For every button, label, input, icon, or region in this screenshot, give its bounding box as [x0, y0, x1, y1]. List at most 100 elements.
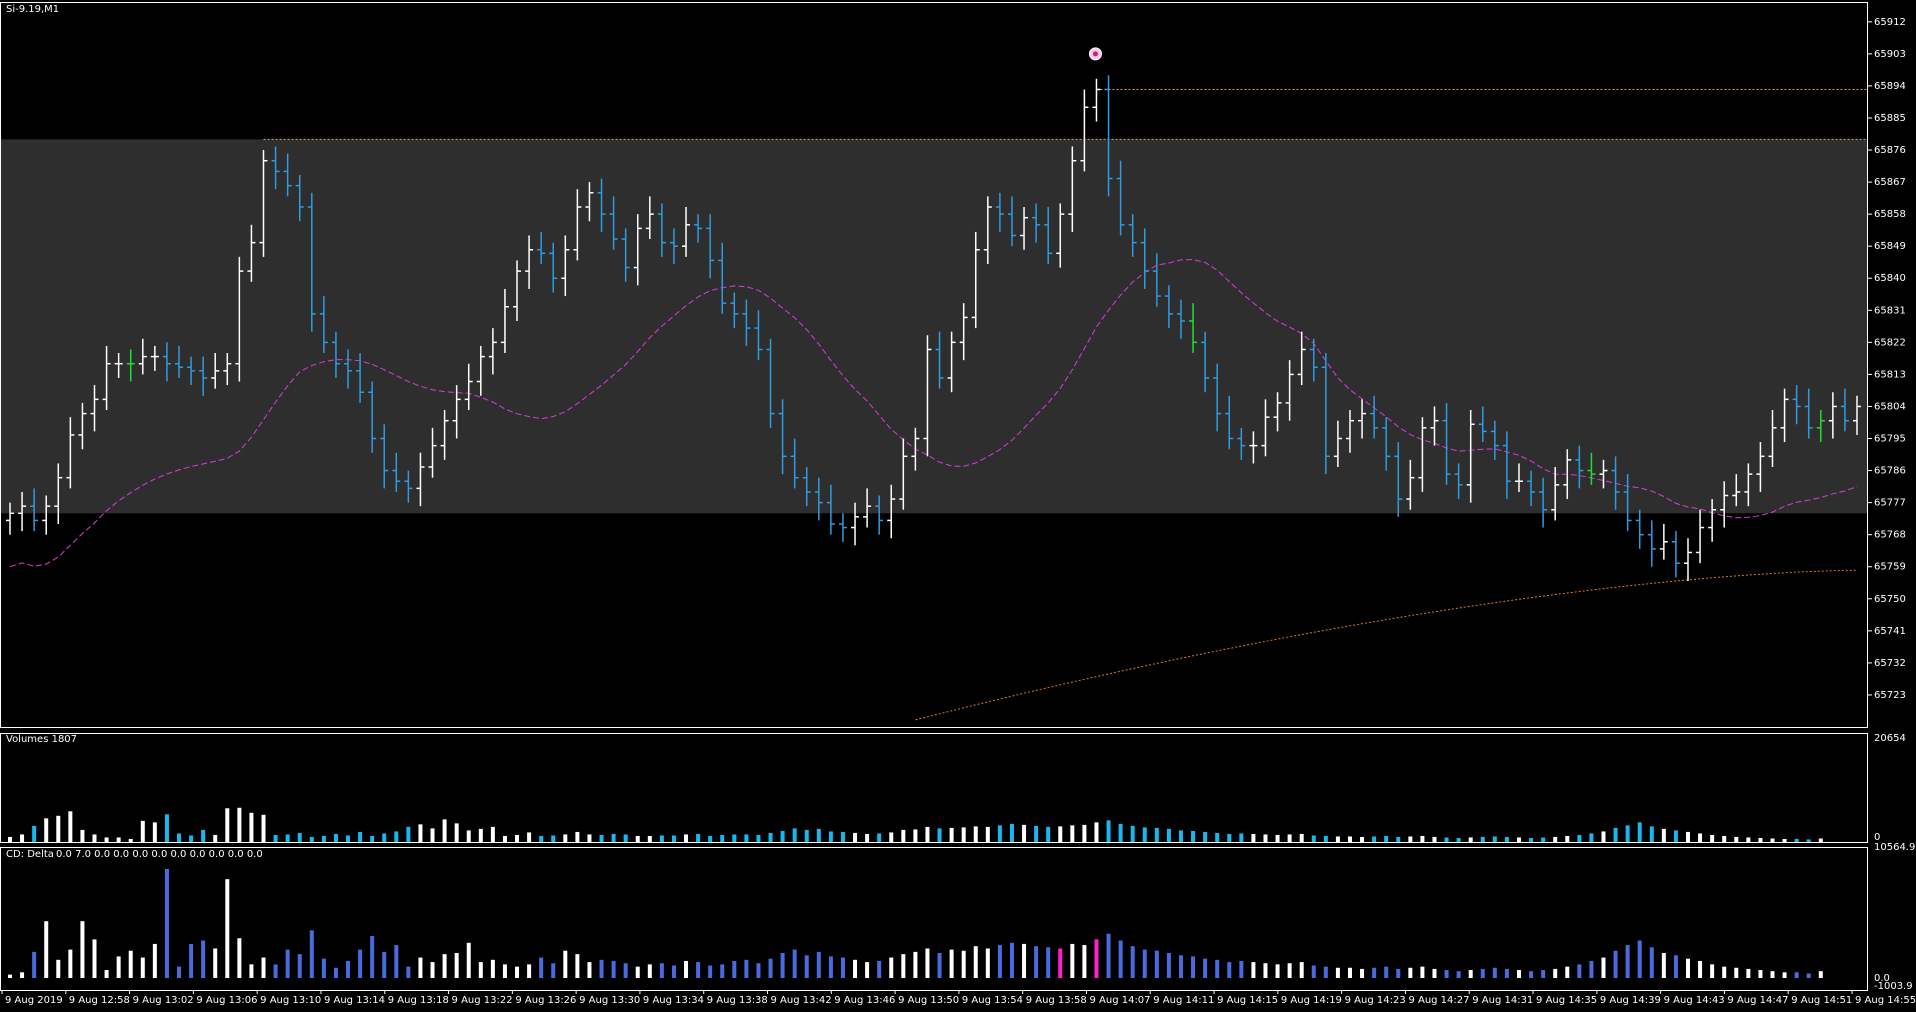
ohlc-bar[interactable]: [742, 299, 751, 346]
ohlc-bar[interactable]: [802, 467, 811, 507]
ohlc-bar[interactable]: [1394, 442, 1403, 517]
ohlc-bar[interactable]: [730, 292, 739, 329]
ohlc-bar[interactable]: [899, 438, 908, 510]
ohlc-bar[interactable]: [1370, 395, 1379, 439]
ohlc-bar[interactable]: [1623, 474, 1632, 532]
ohlc-bar[interactable]: [1225, 395, 1234, 450]
ohlc-bar[interactable]: [235, 256, 244, 382]
ohlc-bar[interactable]: [1176, 299, 1185, 339]
ohlc-bar[interactable]: [1804, 388, 1813, 439]
ohlc-bar[interactable]: [1092, 78, 1101, 122]
ohlc-bar[interactable]: [271, 146, 280, 190]
ohlc-bar[interactable]: [887, 484, 896, 539]
ohlc-bar[interactable]: [1840, 388, 1849, 432]
ohlc-bar[interactable]: [561, 235, 570, 297]
ohlc-bar[interactable]: [66, 417, 75, 489]
ohlc-bar[interactable]: [585, 182, 594, 222]
ohlc-bar[interactable]: [476, 345, 485, 396]
ohlc-bar[interactable]: [259, 150, 268, 257]
ohlc-bar[interactable]: [392, 452, 401, 492]
ohlc-bar[interactable]: [682, 207, 691, 257]
ohlc-bar[interactable]: [1128, 214, 1137, 257]
ohlc-bar[interactable]: [1454, 463, 1463, 500]
ohlc-bar[interactable]: [1744, 463, 1753, 507]
ohlc-bar[interactable]: [1418, 417, 1427, 492]
price-axis[interactable]: 65723 65732 65741 65750 65759 65768 65777 65786…: [1868, 17, 1915, 992]
ohlc-bar[interactable]: [199, 356, 208, 396]
ohlc-bar[interactable]: [875, 495, 884, 535]
ohlc-bar[interactable]: [150, 345, 159, 371]
ohlc-bar[interactable]: [1382, 417, 1391, 471]
ohlc-bar[interactable]: [573, 189, 582, 261]
ohlc-bar[interactable]: [525, 235, 534, 289]
ohlc-bar[interactable]: [754, 310, 763, 361]
ohlc-bar[interactable]: [1599, 459, 1608, 489]
ohlc-bar[interactable]: [1539, 477, 1548, 528]
ohlc-bar[interactable]: [1044, 207, 1053, 264]
ohlc-bar[interactable]: [1828, 392, 1837, 439]
ohlc-bar[interactable]: [706, 214, 715, 279]
ohlc-bar[interactable]: [1333, 420, 1342, 468]
ohlc-bar[interactable]: [863, 488, 872, 528]
ohlc-bar[interactable]: [609, 196, 618, 250]
ohlc-bar[interactable]: [1635, 509, 1644, 549]
ohlc-bar[interactable]: [935, 331, 944, 389]
ohlc-bar[interactable]: [1551, 467, 1560, 521]
ohlc-bar[interactable]: [1116, 160, 1125, 236]
ohlc-bar[interactable]: [344, 349, 353, 389]
ohlc-bar[interactable]: [1080, 89, 1089, 172]
ohlc-bar[interactable]: [814, 477, 823, 521]
ohlc-bar[interactable]: [1720, 481, 1729, 528]
ohlc-bar[interactable]: [356, 353, 365, 403]
ohlc-bar[interactable]: [1430, 406, 1439, 446]
ohlc-bar[interactable]: [537, 231, 546, 264]
ohlc-bar[interactable]: [1671, 531, 1680, 578]
ohlc-bar[interactable]: [838, 513, 847, 542]
ohlc-bar[interactable]: [1213, 363, 1222, 432]
ohlc-bar[interactable]: [1683, 538, 1692, 581]
ohlc-bar[interactable]: [1756, 442, 1765, 492]
ohlc-bar[interactable]: [42, 495, 51, 535]
ohlc-bar[interactable]: [211, 353, 220, 389]
ohlc-bar[interactable]: [1478, 406, 1487, 443]
ohlc-bar[interactable]: [1261, 399, 1270, 457]
ohlc-bar[interactable]: [995, 192, 1004, 232]
ohlc-bar[interactable]: [126, 349, 135, 382]
ohlc-bar[interactable]: [1201, 331, 1210, 393]
ohlc-bar[interactable]: [247, 224, 256, 282]
ohlc-bar[interactable]: [1345, 410, 1354, 453]
ohlc-bar[interactable]: [1249, 431, 1258, 464]
ohlc-bar[interactable]: [1792, 385, 1801, 425]
ohlc-bar[interactable]: [1321, 353, 1330, 475]
ohlc-bar[interactable]: [1514, 463, 1523, 492]
ohlc-bar[interactable]: [1466, 410, 1475, 503]
ohlc-bar[interactable]: [549, 242, 558, 293]
ohlc-bar[interactable]: [947, 331, 956, 393]
ohlc-bar[interactable]: [368, 381, 377, 453]
ohlc-bar[interactable]: [718, 242, 727, 314]
ohlc-bar[interactable]: [1273, 392, 1282, 432]
ohlc-bar[interactable]: [428, 427, 437, 478]
ohlc-bar[interactable]: [1647, 520, 1656, 567]
ohlc-bar[interactable]: [1152, 253, 1161, 307]
ohlc-bar[interactable]: [1659, 523, 1668, 560]
ohlc-bar[interactable]: [404, 470, 413, 503]
ohlc-bar[interactable]: [851, 502, 860, 546]
ohlc-bar[interactable]: [657, 203, 666, 257]
ohlc-bar[interactable]: [90, 385, 99, 432]
ohlc-bar[interactable]: [1297, 331, 1306, 386]
ohlc-bar[interactable]: [1237, 427, 1246, 460]
ohlc-bar[interactable]: [114, 353, 123, 378]
ohlc-bar[interactable]: [6, 502, 14, 535]
ohlc-bar[interactable]: [1490, 420, 1499, 460]
time-axis[interactable]: 9 Aug 2019 9 Aug 12:58 9 Aug 13:02 9 Aug 13…: [1, 990, 1916, 1006]
ohlc-bar[interactable]: [1708, 499, 1717, 542]
ohlc-bar[interactable]: [1020, 207, 1029, 250]
ohlc-bar[interactable]: [500, 288, 509, 354]
ohlc-bar[interactable]: [307, 192, 316, 332]
ohlc-bar[interactable]: [187, 356, 196, 386]
ohlc-bar[interactable]: [319, 296, 328, 354]
ohlc-bar[interactable]: [1309, 338, 1318, 382]
ohlc-bar[interactable]: [1007, 196, 1016, 247]
